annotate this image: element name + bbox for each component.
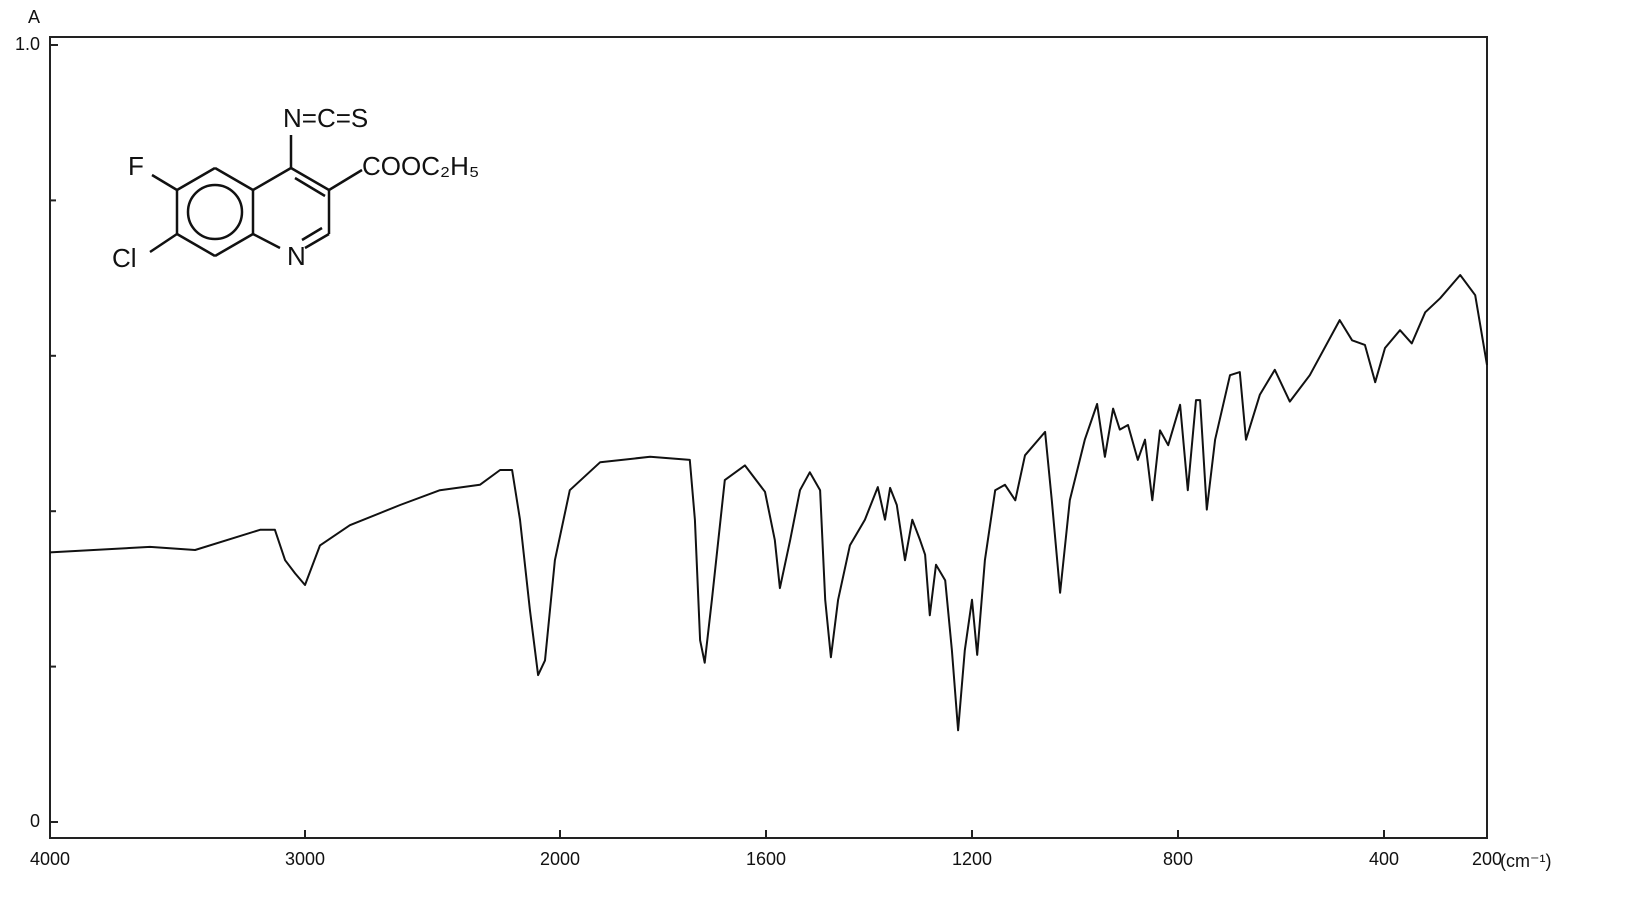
spectrum-line bbox=[49, 274, 1488, 732]
bond bbox=[151, 173, 178, 192]
bond bbox=[214, 166, 254, 192]
bond bbox=[301, 226, 323, 242]
bond bbox=[304, 232, 330, 250]
bond bbox=[214, 232, 254, 258]
bond bbox=[252, 232, 281, 250]
x-axis-label: (cm⁻¹) bbox=[1500, 851, 1551, 871]
bond bbox=[328, 168, 363, 192]
annotation: N bbox=[287, 241, 306, 271]
x-tick-label: 1600 bbox=[746, 849, 786, 869]
annotation: Cl bbox=[112, 243, 137, 273]
annotation: N=C=S bbox=[283, 103, 368, 133]
y-tick-label: 1.0 bbox=[15, 34, 40, 54]
y-tick-label: 0 bbox=[30, 811, 40, 831]
x-tick-label: 1200 bbox=[952, 849, 992, 869]
plot-frame bbox=[49, 36, 1488, 839]
x-tick-label: 4000 bbox=[30, 849, 70, 869]
bond bbox=[176, 166, 216, 192]
x-tick-label: 200 bbox=[1472, 849, 1502, 869]
structure: N=C=S F COOC₂H₅ Cl N bbox=[112, 103, 479, 273]
bond bbox=[294, 176, 326, 198]
bond bbox=[252, 166, 292, 192]
bond bbox=[176, 232, 216, 258]
x-tick-label: 2000 bbox=[540, 849, 580, 869]
x-tick-label: 800 bbox=[1163, 849, 1193, 869]
aromatic-ring bbox=[186, 183, 244, 241]
x-tick-label: 400 bbox=[1369, 849, 1399, 869]
bond bbox=[149, 232, 178, 254]
x-tick-label: 3000 bbox=[285, 849, 325, 869]
annotation: F bbox=[128, 151, 144, 181]
annotation: COOC₂H₅ bbox=[362, 151, 479, 181]
y-axis-label: A bbox=[28, 7, 40, 27]
bond bbox=[290, 166, 330, 192]
